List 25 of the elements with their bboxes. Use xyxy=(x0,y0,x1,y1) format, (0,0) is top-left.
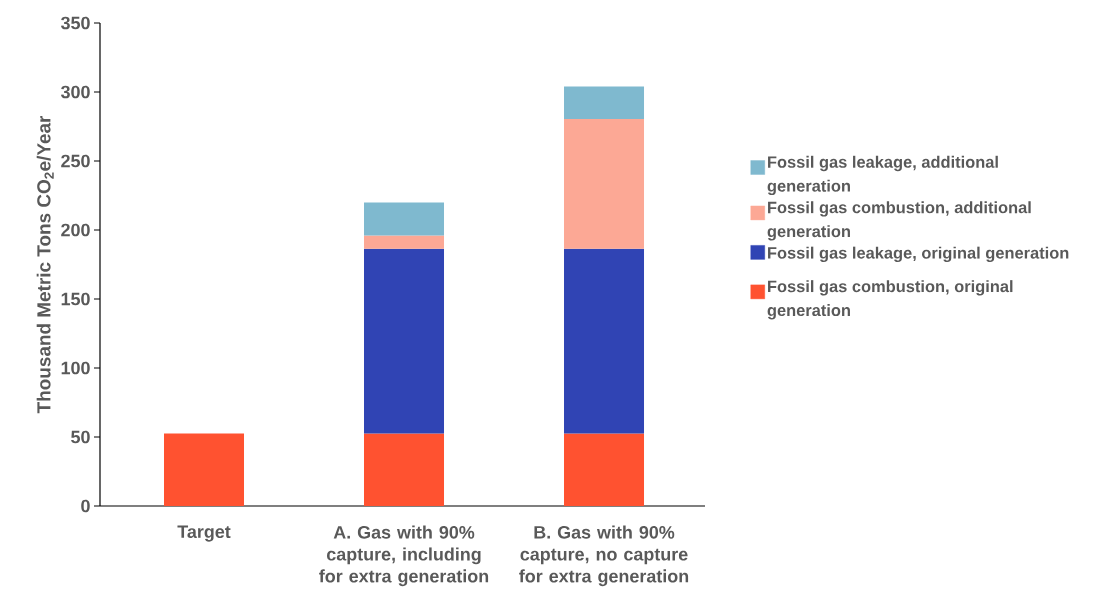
bar xyxy=(564,248,645,434)
bar xyxy=(364,248,445,434)
x-tick-label: Target xyxy=(177,525,231,542)
bar xyxy=(564,118,645,249)
bar xyxy=(164,433,244,506)
y-tick-label: 350 xyxy=(60,16,90,30)
legend-label: Fossil gas leakage, original generation xyxy=(768,246,1069,263)
bar xyxy=(564,86,645,119)
y-tick-label: 200 xyxy=(61,223,90,237)
y-tick-label: 50 xyxy=(71,430,90,444)
x-tick-label: B. Gas with 90% capture, no capture for extra generation xyxy=(519,525,689,587)
y-tick-label: 250 xyxy=(61,154,90,168)
y-tick-label: 150 xyxy=(61,292,90,306)
legend-label: Fossil gas leakage, additional generation xyxy=(767,155,998,196)
y-tick-label: 300 xyxy=(60,85,90,99)
y-axis-title: Thousand Metric Tons CO$_{2}$e/Year xyxy=(36,115,54,414)
bar xyxy=(364,202,445,236)
bar xyxy=(564,433,645,506)
y-tick-label: 100 xyxy=(61,361,90,375)
y-tick-label: 0 xyxy=(81,499,90,513)
bar xyxy=(364,235,445,249)
bar xyxy=(364,433,445,506)
legend-label: Fossil gas combustion, original generation xyxy=(767,280,1013,320)
x-tick-label: A. Gas with 90% capture, including for extra generation xyxy=(319,525,489,587)
legend-label: Fossil gas combustion, additional generation xyxy=(767,201,1031,241)
